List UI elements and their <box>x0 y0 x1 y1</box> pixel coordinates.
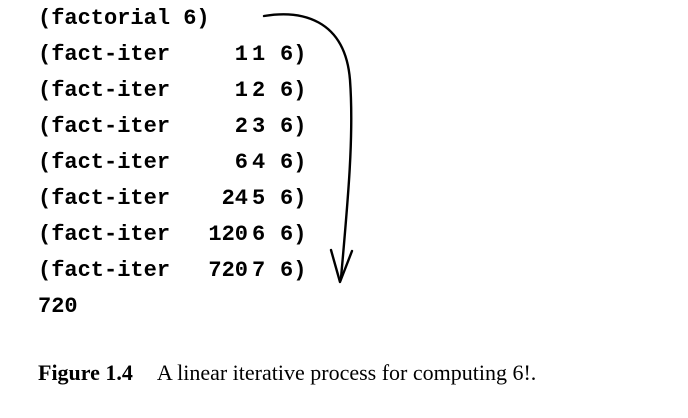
figure-caption-label: Figure 1.4 <box>38 360 133 385</box>
iter-counter: 2 <box>252 78 266 103</box>
code-line-iter: (fact-iter 720 7 6) <box>38 260 306 296</box>
iter-max-count: 6) <box>280 114 307 139</box>
iter-counter: 3 <box>252 114 266 139</box>
iter-product: 120 <box>208 222 248 247</box>
iter-counter: 4 <box>252 150 266 175</box>
code-line-iter: (fact-iter 1 2 6) <box>38 80 306 116</box>
iter-counter: 1 <box>252 42 266 67</box>
iter-function-name: (fact-iter <box>38 114 171 139</box>
iter-max-count: 6) <box>280 222 307 247</box>
figure-caption-text: A linear iterative process for computing… <box>156 360 537 385</box>
iter-product: 24 <box>221 186 248 211</box>
iter-function-name: (fact-iter <box>38 78 171 103</box>
code-line-iter: (fact-iter 120 6 6) <box>38 224 306 260</box>
iter-function-name: (fact-iter <box>38 42 171 67</box>
iter-product: 1 <box>234 78 248 103</box>
iter-product: 6 <box>234 150 248 175</box>
iter-product: 720 <box>208 258 248 283</box>
code-trace: (factorial 6) (fact-iter 1 1 6) (fact-it… <box>38 8 306 332</box>
iter-function-name: (fact-iter <box>38 222 171 247</box>
figure-caption: Figure 1.4 A linear iterative process for… <box>38 360 536 386</box>
iter-max-count: 6) <box>280 78 307 103</box>
iter-function-name: (fact-iter <box>38 150 171 175</box>
iter-counter: 7 <box>252 258 266 283</box>
flow-arrow-curve <box>262 13 353 280</box>
code-line-iter: (fact-iter 2 3 6) <box>38 116 306 152</box>
iter-function-name: (fact-iter <box>38 258 171 283</box>
code-line-iter: (fact-iter 6 4 6) <box>38 152 306 188</box>
code-line-factorial-call: (factorial 6) <box>38 8 210 44</box>
iter-max-count: 6) <box>280 150 307 175</box>
iter-function-name: (fact-iter <box>38 186 171 211</box>
iter-max-count: 6) <box>280 186 307 211</box>
iter-counter: 5 <box>252 186 266 211</box>
code-line-result: 720 <box>38 296 117 332</box>
iter-counter: 6 <box>252 222 266 247</box>
code-line-iter: (fact-iter 24 5 6) <box>38 188 306 224</box>
iter-product: 1 <box>234 42 248 67</box>
iter-max-count: 6) <box>280 258 307 283</box>
iter-product: 2 <box>234 114 248 139</box>
iter-max-count: 6) <box>280 42 307 67</box>
code-line-iter: (fact-iter 1 1 6) <box>38 44 306 80</box>
factorial-call-text: (factorial 6) <box>38 6 210 31</box>
flow-arrow-head <box>329 248 354 284</box>
result-value: 720 <box>38 294 78 319</box>
